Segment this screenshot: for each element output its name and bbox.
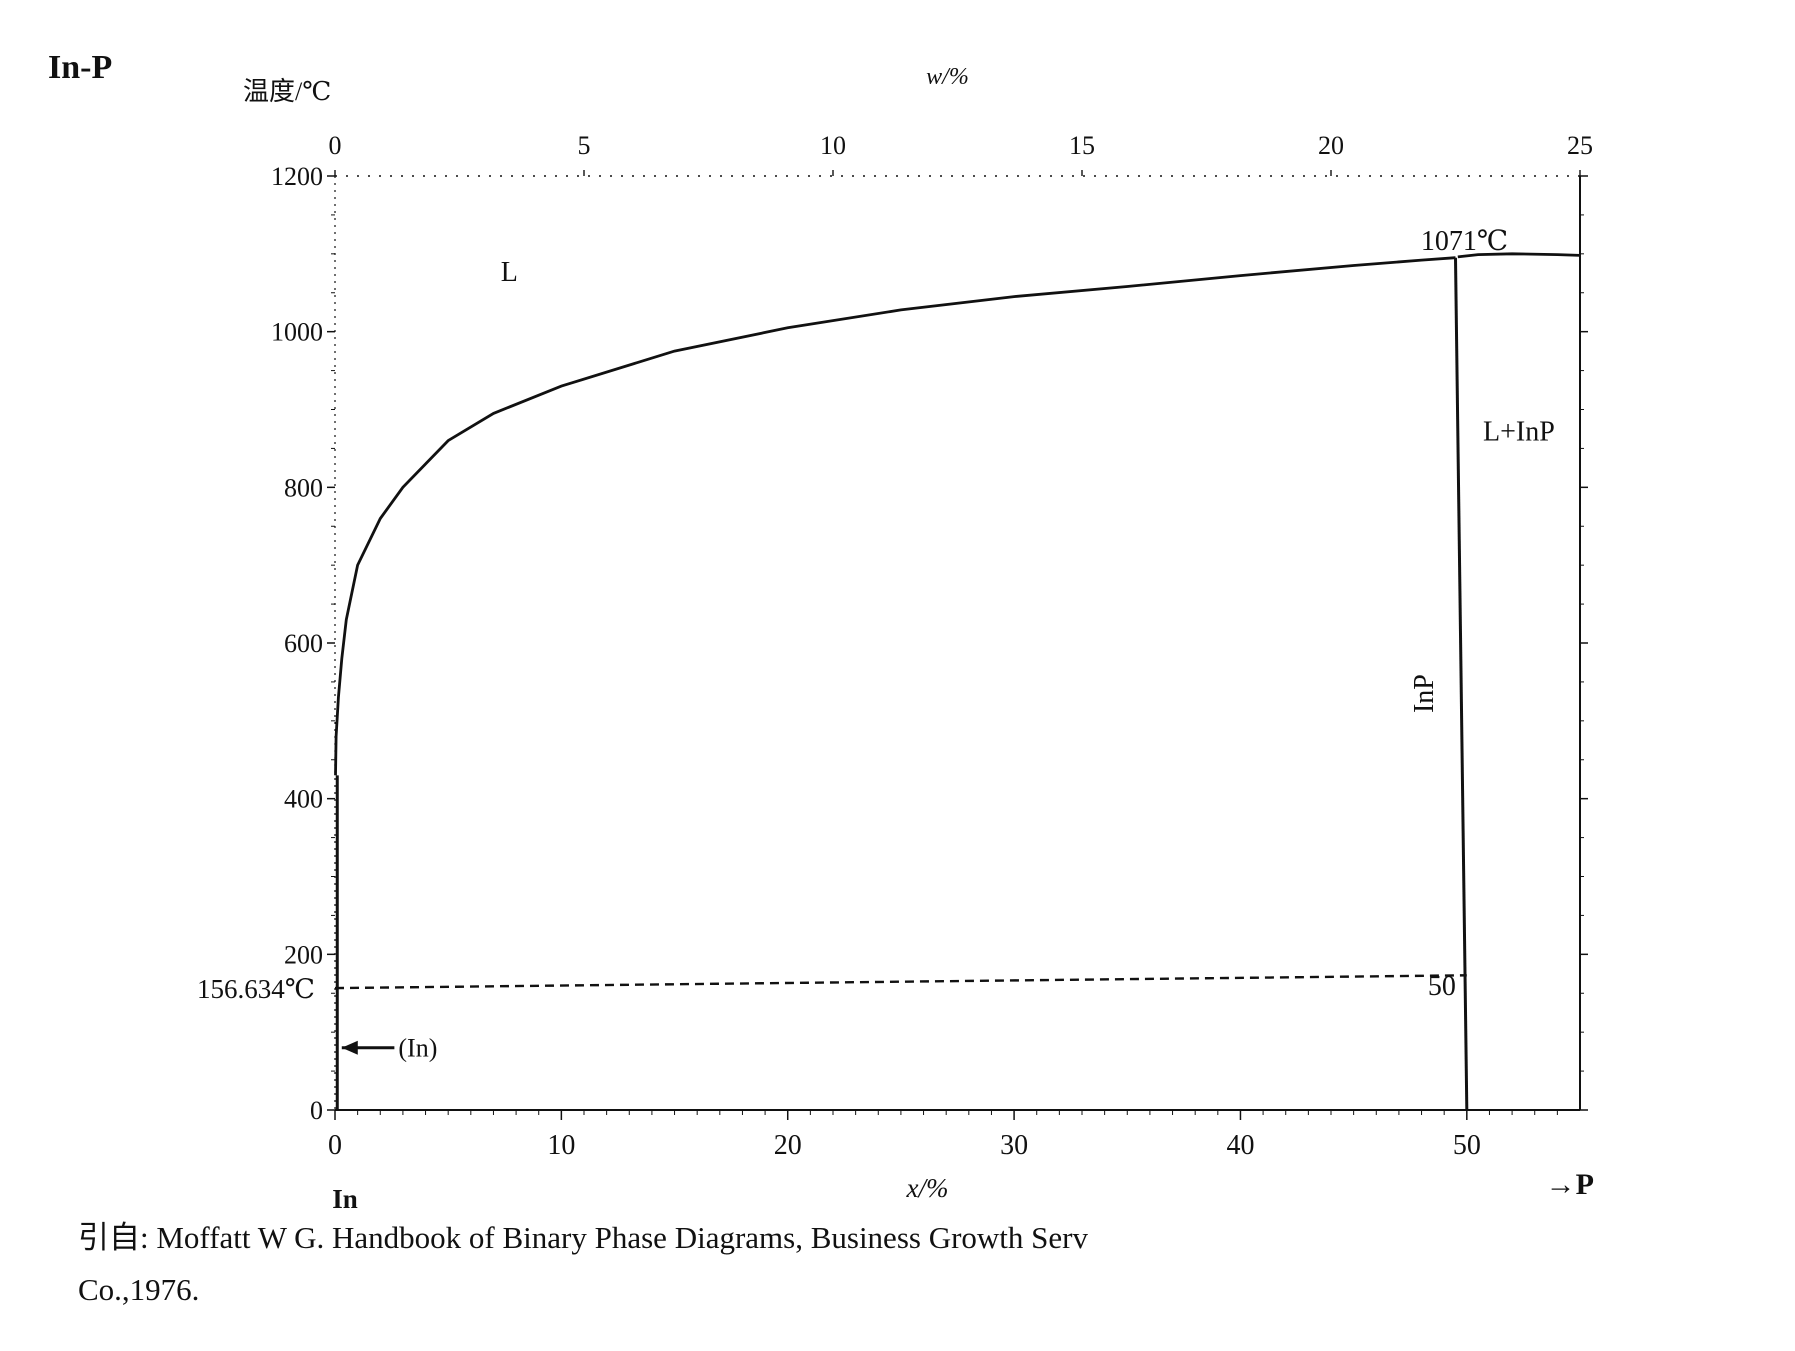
in-phase-label: (In) <box>398 1034 437 1063</box>
x-tick-label: 10 <box>547 1130 575 1161</box>
x-tick-label: 20 <box>774 1130 802 1161</box>
figure-title: In-P <box>48 49 112 86</box>
eutectic-dashed-line <box>334 974 1467 990</box>
inp-compound-line <box>1454 257 1469 1111</box>
y-tick-label: 800 <box>284 473 323 502</box>
x-tick-label: 0 <box>328 1130 342 1161</box>
citation-line-1: 引自: Moffatt W G. Handbook of Binary Phas… <box>78 1220 1088 1255</box>
y-tick-label: 1000 <box>271 318 323 347</box>
top-x-tick-label: 25 <box>1567 131 1593 160</box>
liquidus-curve-2 <box>1457 252 1581 259</box>
liquidus-curve-1 <box>334 256 1456 776</box>
x-tick-label: 40 <box>1226 1130 1254 1161</box>
y-tick-label: 200 <box>284 940 323 969</box>
left-element-label: In <box>332 1184 358 1214</box>
x-tick-label: 50 <box>1453 1130 1481 1161</box>
y-tick-label: 1200 <box>271 162 323 191</box>
right-element-label: →P <box>1546 1168 1594 1201</box>
y-tick-label: 0 <box>310 1096 323 1125</box>
eutectic-temp-label: 156.634℃ <box>197 974 315 1004</box>
top-x-tick-label: 15 <box>1069 131 1095 160</box>
inp-phase-label: InP <box>1409 674 1440 713</box>
top-x-tick-label: 20 <box>1318 131 1344 160</box>
top-x-tick-label: 0 <box>329 131 342 160</box>
in-arrow-head <box>341 1040 358 1055</box>
top-x-axis-title: w/% <box>926 64 969 90</box>
y-tick-label: 400 <box>284 785 323 814</box>
two-phase-region-label: L+InP <box>1483 417 1555 448</box>
top-x-tick-label: 10 <box>820 131 846 160</box>
y-axis-title: 温度/℃ <box>243 77 331 106</box>
citation: 引自: Moffatt W G. Handbook of Binary Phas… <box>78 1212 1088 1316</box>
liquid-region-label: L <box>501 257 518 288</box>
x-axis-title: x/% <box>906 1173 949 1203</box>
y-tick-label: 600 <box>284 629 323 658</box>
composition-50-label: 50 <box>1428 971 1456 1002</box>
melting-point-label: 1071℃ <box>1421 226 1508 257</box>
top-x-tick-label: 5 <box>578 131 591 160</box>
citation-line-2: Co.,1976. <box>78 1272 200 1307</box>
x-tick-label: 30 <box>1000 1130 1028 1161</box>
